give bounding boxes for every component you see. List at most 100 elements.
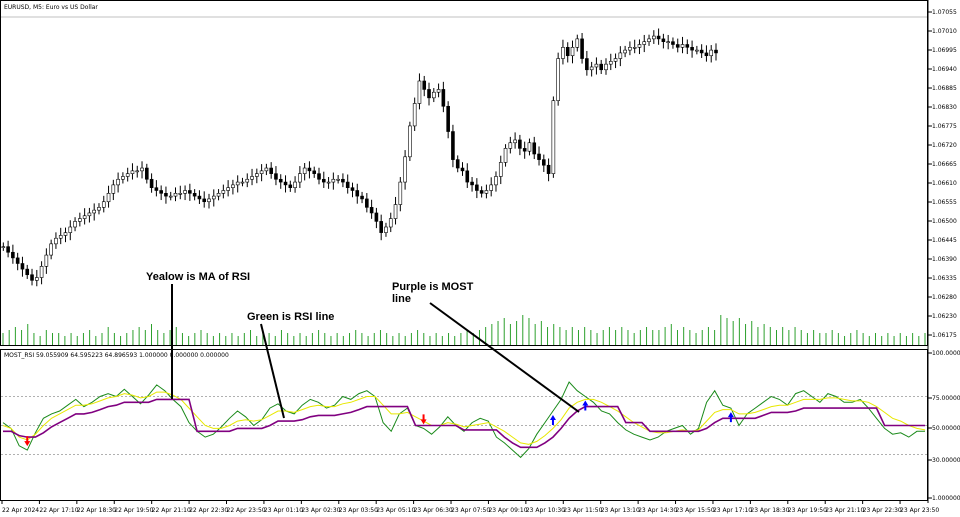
candle-body bbox=[494, 176, 498, 186]
candle-body bbox=[704, 52, 709, 57]
candle-body bbox=[149, 178, 154, 188]
candle-body bbox=[408, 125, 412, 158]
candle-body bbox=[278, 178, 283, 183]
price-tick-label: 1.06885 bbox=[932, 85, 957, 92]
time-tick-label: 23 Apr 10:30 bbox=[526, 507, 565, 514]
price-candles bbox=[1, 28, 718, 287]
candle-body bbox=[15, 257, 20, 264]
candle-body bbox=[393, 204, 398, 219]
candle-body bbox=[656, 35, 661, 40]
time-tick-label: 23 Apr 03:50 bbox=[339, 507, 378, 514]
candle-body bbox=[78, 218, 82, 222]
candle-body bbox=[116, 178, 120, 186]
price-tick-label: 1.06830 bbox=[932, 104, 957, 111]
candle-body bbox=[508, 142, 513, 149]
signal-arrow-down bbox=[420, 414, 427, 425]
candle-body bbox=[446, 105, 450, 132]
candle-body bbox=[183, 190, 187, 194]
price-tick-label: 1.06720 bbox=[932, 142, 957, 149]
candle-body bbox=[106, 193, 111, 203]
annotation-most-pointer bbox=[429, 302, 580, 413]
candle-body bbox=[661, 38, 666, 42]
candle-body bbox=[503, 148, 508, 163]
candle-body bbox=[714, 49, 718, 54]
signal-arrows bbox=[24, 400, 734, 447]
price-tick-label: 1.06995 bbox=[932, 47, 957, 54]
candle-body bbox=[589, 66, 594, 71]
indicator-axis-ticks: 100.000000 75.000000 50.000000 30.000000 1.0… bbox=[928, 350, 960, 502]
indicator-line-most bbox=[3, 398, 925, 449]
candle-body bbox=[331, 178, 336, 183]
candle-body bbox=[264, 167, 269, 172]
candle-body bbox=[369, 207, 374, 214]
time-tick-label: 22 Apr 19:50 bbox=[114, 507, 153, 514]
time-tick-label: 23 Apr 13:10 bbox=[601, 507, 640, 514]
indicator-lines bbox=[2, 381, 926, 459]
annotation-rsi-label: Green is RSI line bbox=[247, 311, 334, 323]
candle-body bbox=[551, 100, 556, 174]
candle-body bbox=[312, 170, 317, 174]
signal-arrow-up bbox=[549, 415, 556, 425]
time-tick-label: 22 Apr 17:10 bbox=[39, 507, 78, 514]
indicator-panel-title: MOST_RSI 59.055909 64.595223 64.896593 1… bbox=[4, 352, 229, 359]
candle-body bbox=[1, 246, 6, 248]
indicator-tick-label: 30.000000 bbox=[932, 457, 960, 464]
candle-body bbox=[178, 193, 183, 195]
candle-body bbox=[68, 226, 73, 233]
candle-body bbox=[632, 47, 637, 49]
candle-body bbox=[470, 181, 474, 186]
candle-body bbox=[341, 178, 345, 183]
candle-body bbox=[451, 131, 455, 160]
price-tick-label: 1.06665 bbox=[932, 161, 957, 168]
candle-body bbox=[140, 167, 144, 172]
signal-arrow-up bbox=[727, 412, 734, 423]
candle-body bbox=[522, 148, 527, 152]
price-tick-label: 1.06500 bbox=[932, 218, 957, 225]
candle-body bbox=[58, 235, 63, 239]
price-tick-label: 1.06230 bbox=[932, 313, 957, 320]
candle-body bbox=[164, 193, 168, 197]
candle-body bbox=[135, 170, 140, 173]
candle-body bbox=[513, 139, 517, 144]
candle-body bbox=[374, 212, 379, 222]
candle-body bbox=[192, 193, 197, 197]
candle-body bbox=[168, 195, 173, 198]
candle-body bbox=[422, 80, 427, 90]
candle-body bbox=[575, 38, 580, 48]
candle-body bbox=[11, 251, 15, 259]
price-tick-label: 1.06445 bbox=[932, 237, 957, 244]
candle-body bbox=[202, 198, 207, 203]
candle-body bbox=[259, 170, 264, 174]
candle-body bbox=[226, 187, 230, 191]
price-tick-label: 1.06280 bbox=[932, 294, 957, 301]
indicator-tick-label: 1.000000 bbox=[932, 495, 960, 502]
candle-body bbox=[441, 89, 446, 107]
time-tick-label: 23 Apr 06:30 bbox=[414, 507, 453, 514]
candle-body bbox=[412, 103, 417, 127]
candle-body bbox=[298, 173, 302, 183]
indicator-tick-label: 50.000000 bbox=[932, 425, 960, 432]
annotation-most-label: Purple is MOST bbox=[392, 281, 474, 293]
time-tick-label: 23 Apr 09:10 bbox=[488, 507, 527, 514]
candle-body bbox=[54, 237, 58, 245]
candle-body bbox=[92, 209, 96, 214]
candle-body bbox=[245, 178, 250, 183]
candle-body bbox=[403, 156, 407, 183]
price-panel bbox=[0, 0, 928, 346]
time-tick-label: 23 Apr 05:10 bbox=[376, 507, 415, 514]
candle-body bbox=[307, 167, 312, 172]
candle-body bbox=[427, 89, 431, 99]
candle-body bbox=[250, 176, 254, 180]
candle-body bbox=[570, 47, 575, 57]
candle-body bbox=[623, 49, 627, 54]
candle-body bbox=[350, 187, 355, 191]
candle-body bbox=[379, 221, 383, 233]
indicator-line-ma-of-rsi bbox=[2, 391, 926, 445]
candle-body bbox=[173, 193, 178, 197]
candle-body bbox=[288, 184, 293, 188]
candle-body bbox=[30, 274, 34, 281]
candle-body bbox=[518, 139, 522, 149]
candle-body bbox=[73, 221, 77, 228]
candle-body bbox=[690, 47, 694, 51]
candle-body bbox=[159, 190, 163, 194]
